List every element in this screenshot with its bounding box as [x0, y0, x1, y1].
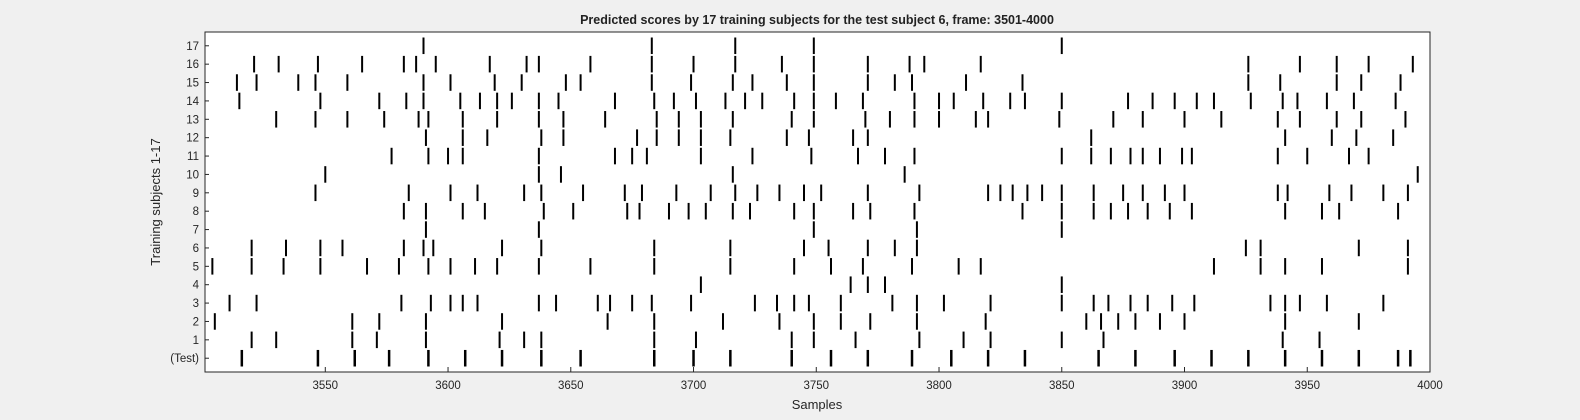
x-tick-label: 3950: [1294, 380, 1320, 392]
plot-area: [204, 31, 1431, 373]
y-tick-label: 1: [193, 335, 199, 347]
y-tick-label: 15: [186, 78, 199, 90]
x-tick-labels: 3550 3600 3650 3700 3750 3800 3850 3900 3950 4000: [312, 367, 1443, 392]
x-tick-label: 3800: [926, 380, 952, 392]
x-tick-label: 3700: [681, 380, 707, 392]
x-tick-label: 3750: [803, 380, 829, 392]
y-tick-label: 4: [193, 280, 200, 292]
y-tick-label: 12: [186, 133, 199, 145]
x-axis-label: Samples: [792, 397, 843, 412]
y-tick-label: 17: [186, 41, 199, 53]
x-tick-label: 3900: [1172, 380, 1198, 392]
x-tick-label: 3850: [1049, 380, 1075, 392]
x-tick-label: 4000: [1417, 380, 1443, 392]
y-tick-label: 10: [186, 169, 199, 181]
y-tick-label: 8: [193, 206, 199, 218]
y-tick-label: 13: [186, 114, 199, 126]
x-tick-label: 3650: [558, 380, 584, 392]
x-tick-label: 3550: [312, 380, 338, 392]
y-tick-label: 7: [193, 225, 199, 237]
chart-title: Predicted scores by 17 training subjects…: [580, 13, 1054, 27]
raster-marks: [211, 37, 1419, 367]
y-tick-label: 14: [186, 96, 199, 108]
y-tick-label: 16: [186, 59, 199, 71]
y-axis-label: Training subjects 1-17: [148, 138, 163, 265]
y-tick-label: 11: [187, 151, 199, 163]
y-tick-label: (Test): [170, 353, 199, 365]
y-tick-label: 5: [193, 261, 199, 273]
y-tick-label: 6: [193, 243, 199, 255]
y-tick-label: 3: [193, 298, 199, 310]
y-tick-label: 9: [193, 188, 199, 200]
x-tick-label: 3600: [435, 380, 461, 392]
y-tick-label: 2: [193, 316, 199, 328]
